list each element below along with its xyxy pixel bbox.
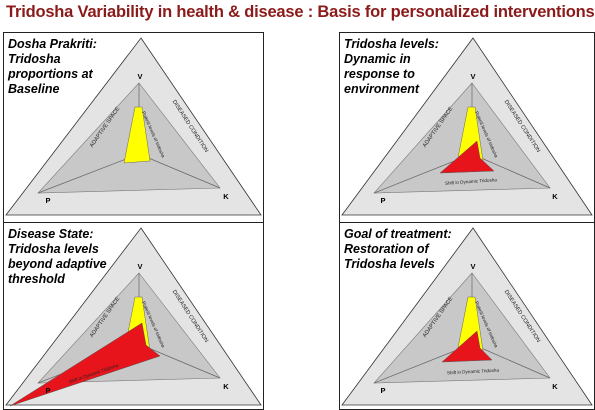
panel-title: Dosha Prakriti: Tridosha proportions at … [8, 37, 97, 96]
panel-goal-of-treatment: V K P ADAPTIVE SPACE DISEASED CONDITION … [339, 222, 595, 410]
restored-tridosha-area [441, 330, 493, 363]
vertex-label-p: P [45, 386, 50, 395]
panel-dynamic-tridosha: V K P ADAPTIVE SPACE DISEASED CONDITION … [339, 32, 595, 224]
vertex-label-v: V [470, 262, 475, 271]
panel-dosha-prakriti: V K P ADAPTIVE SPACE DISEASED CONDITION … [3, 32, 264, 224]
panel-title: Tridosha levels: Dynamic in response to … [344, 37, 439, 96]
page-title: Tridosha Variability in health & disease… [6, 3, 595, 21]
dynamic-tridosha-area [439, 140, 495, 174]
vertex-label-p: P [380, 386, 385, 395]
shift-label: Shift in Dynamic Tridosha [447, 368, 500, 376]
vertex-label-k: K [223, 192, 229, 201]
shift-label: Shift in Dynamic Tridosha [445, 177, 498, 186]
panel-disease-state: V K P ADAPTIVE SPACE DISEASED CONDITION … [3, 222, 264, 410]
vertex-label-v: V [137, 72, 142, 81]
k-axis [471, 343, 551, 379]
vertex-label-k: K [223, 382, 229, 391]
k-axis [471, 153, 551, 189]
vertex-label-p: P [45, 196, 50, 205]
k-axis [138, 343, 221, 379]
disease-tridosha-area [9, 322, 161, 407]
tridosha-triangle-diagram: V K P ADAPTIVE SPACE DISEASED CONDITION … [5, 37, 262, 216]
panel-title: Goal of treatment: Restoration of Tridos… [344, 227, 452, 271]
vertex-label-p: P [380, 196, 385, 205]
vertex-label-v: V [470, 72, 475, 81]
p-axis [37, 153, 140, 194]
vertex-label-k: K [552, 192, 558, 201]
prakriti-area [123, 106, 151, 164]
vertex-label-k: K [552, 382, 558, 391]
panel-title: Disease State: Tridosha levels beyond ad… [8, 227, 107, 286]
tridosha-triangle-diagram: V K P ADAPTIVE SPACE DISEASED CONDITION … [341, 227, 593, 406]
tridosha-triangle-diagram: V K P ADAPTIVE SPACE DISEASED CONDITION … [5, 227, 262, 407]
tridosha-triangle-diagram: V K P ADAPTIVE SPACE DISEASED CONDITION … [341, 37, 593, 216]
k-axis [138, 153, 221, 189]
vertex-label-v: V [137, 262, 142, 271]
